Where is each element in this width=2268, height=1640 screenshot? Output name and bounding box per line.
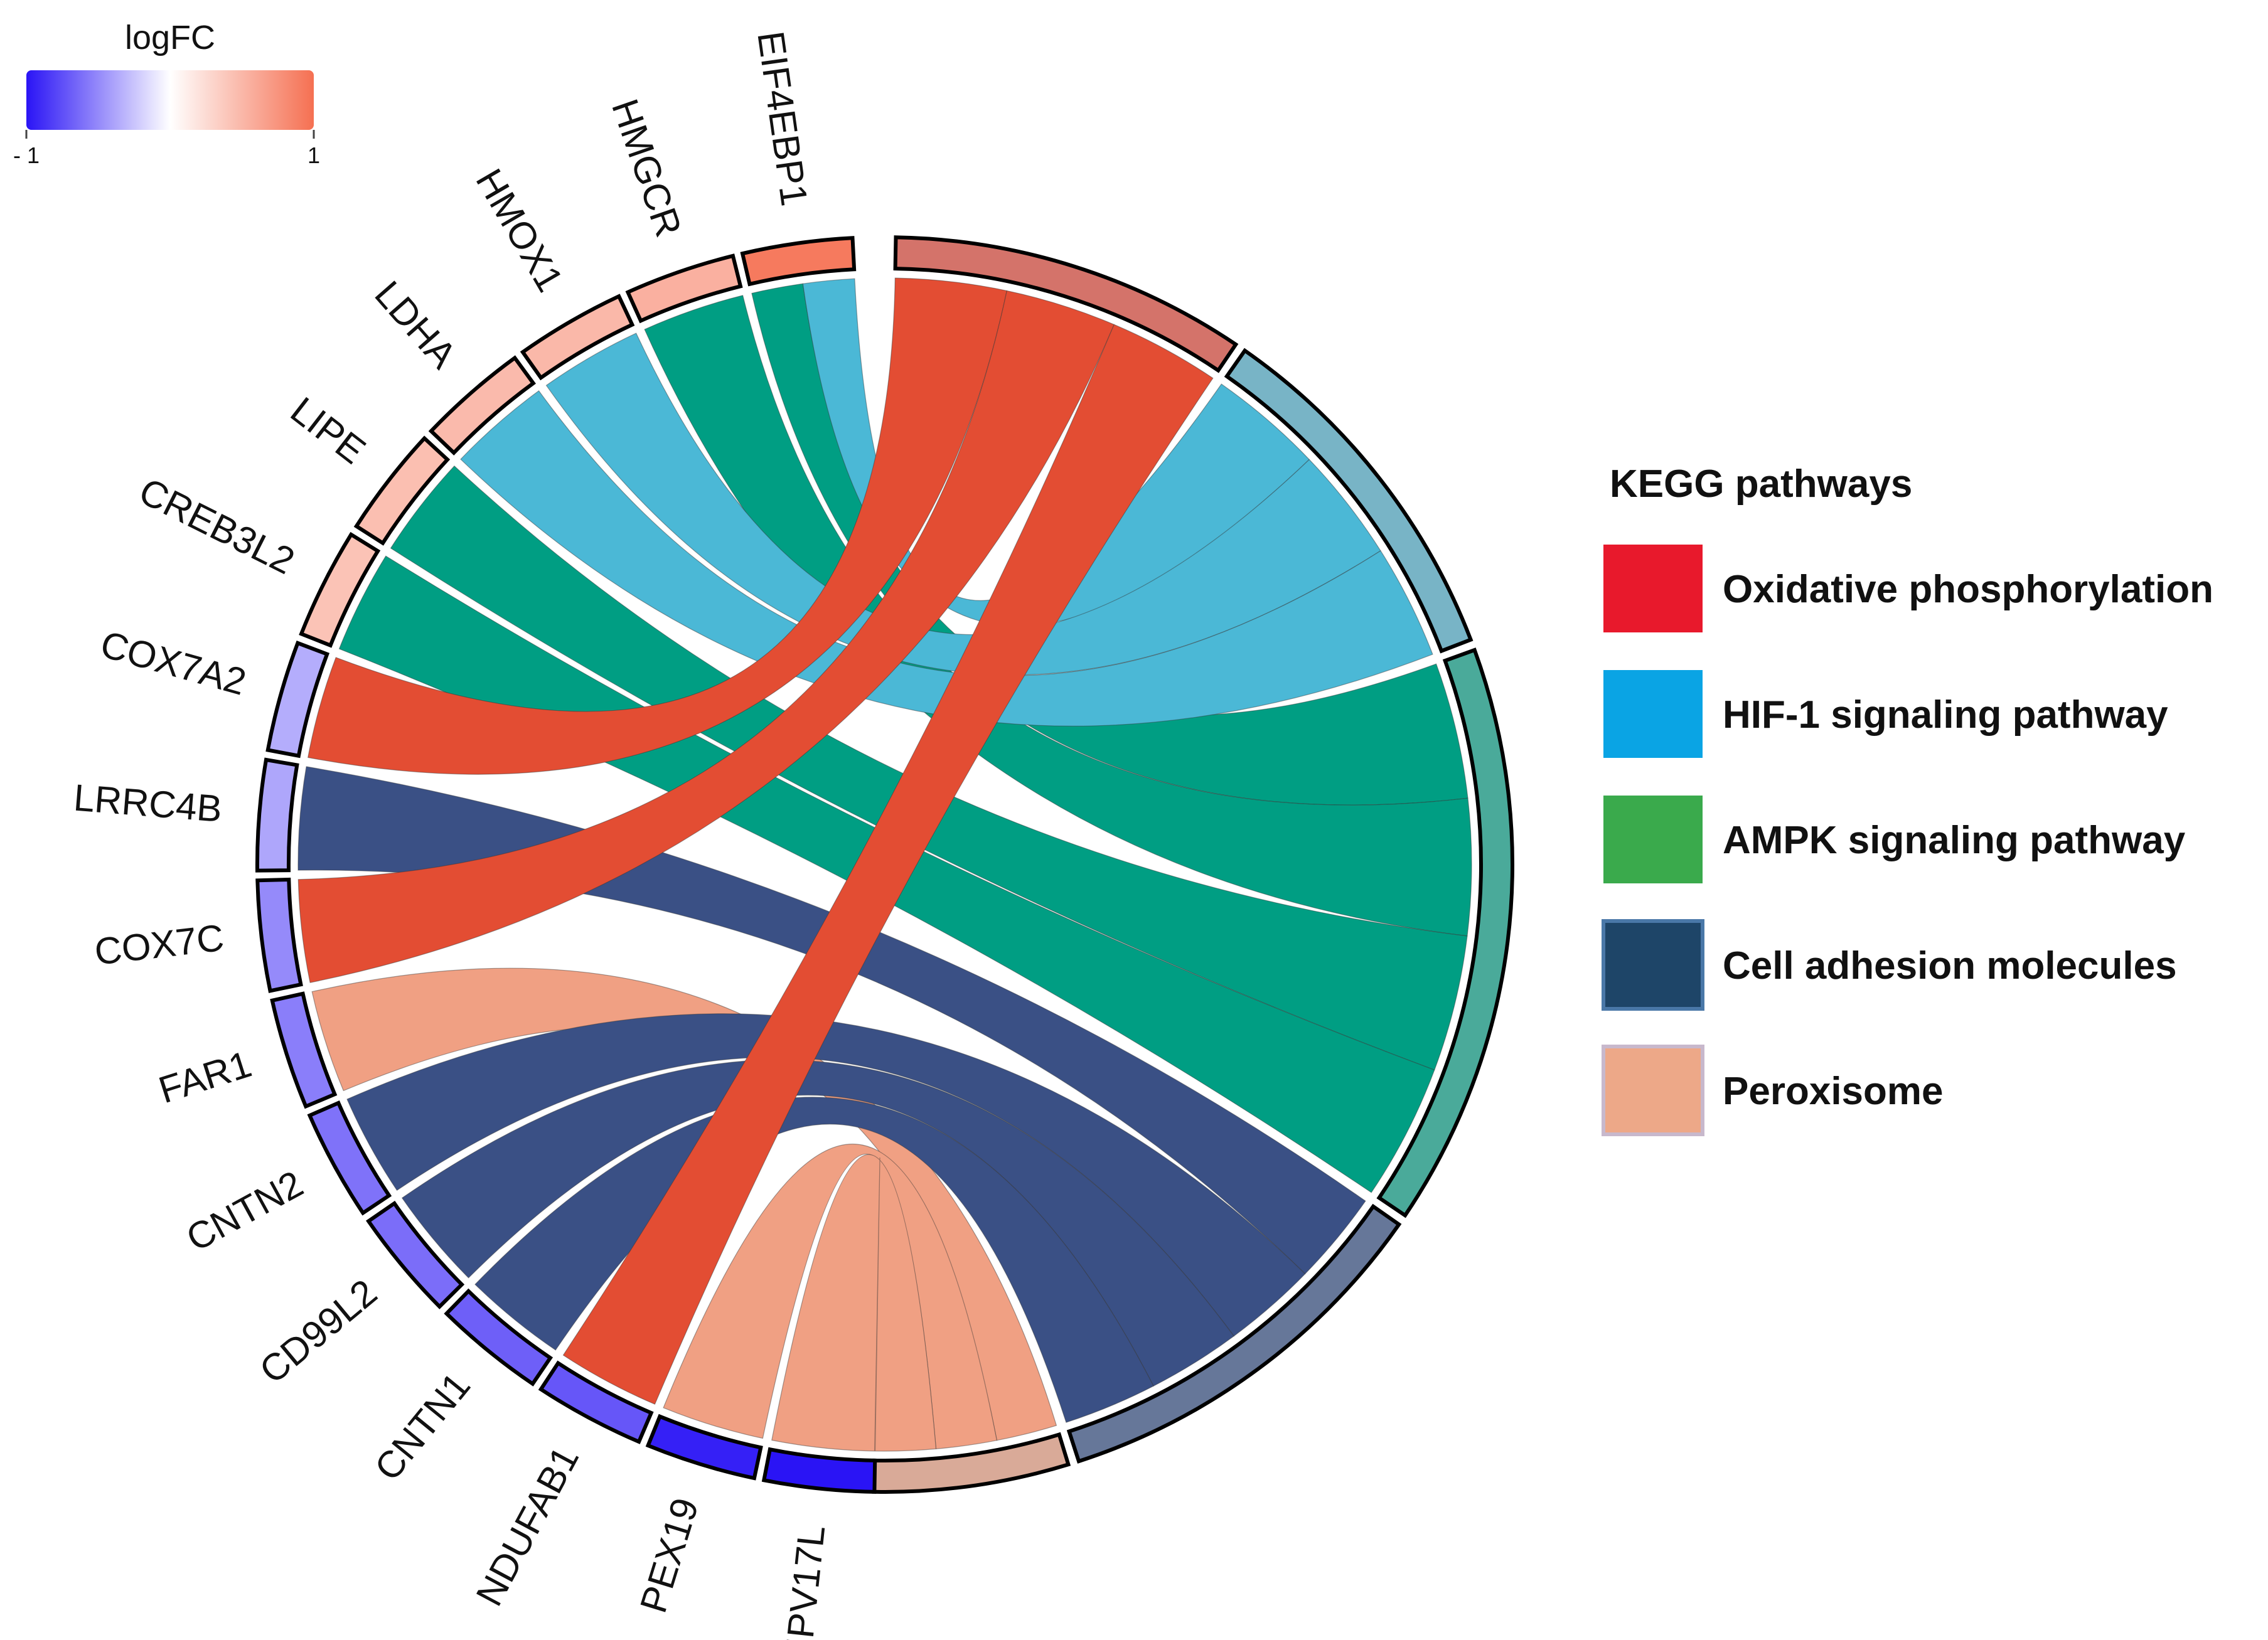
legend-label-cell-adhesion-molecules: Cell adhesion molecules: [1723, 944, 2177, 988]
chord-mpv17l-peroxisome: [771, 1154, 937, 1452]
gene-segment-cox7a2: [265, 641, 330, 759]
chord-ndufab1-oxidative-phosphorylation: [562, 324, 1214, 1405]
logfc-max-label: 1: [308, 142, 320, 168]
gene-label-hmgcr: HMGCR: [604, 94, 690, 242]
legend-label-ampk-signaling-pathway: AMPK signaling pathway: [1723, 819, 2186, 862]
gene-segment-cox7c: [255, 877, 303, 993]
gene-segment-cntn1: [444, 1288, 554, 1387]
gene-segment-lrrc4b: [255, 757, 299, 873]
gene-label-far1: FAR1: [154, 1043, 256, 1111]
gene-label-ldha: LDHA: [366, 273, 464, 376]
gene-label-cntn2: CNTN2: [179, 1163, 310, 1260]
sector-hif-1-signaling-pathway: [1224, 348, 1474, 654]
legend-swatch-cell-adhesion-molecules: [1602, 919, 1704, 1011]
gene-label-hmox1: HMOX1: [468, 162, 571, 299]
gene-label-cd99l2: CD99L2: [252, 1271, 385, 1392]
gene-label-eif4ebp1: EIF4EBP1: [749, 29, 815, 209]
gene-segment-ldha: [428, 355, 536, 455]
gene-segment-hmgcr: [625, 253, 743, 324]
sector-cell-adhesion-molecules: [1066, 1203, 1402, 1464]
gene-segment-hmox1: [520, 294, 635, 381]
gene-label-lipe: LIPE: [283, 389, 373, 472]
chord-cox7c-oxidative-phosphorylation: [297, 290, 1115, 983]
gene-label-mpv17l: MPV17L: [776, 1523, 833, 1640]
gene-label-cntn1: CNTN1: [366, 1365, 478, 1488]
logfc-color-scale: logFC - 1 1: [13, 19, 320, 168]
pathway-sectors: [872, 235, 1514, 1494]
gene-segment-cntn2: [307, 1100, 392, 1216]
legend-swatch-oxidative-phosphorylation: [1603, 545, 1703, 632]
gene-label-creb3l2: CREB3L2: [132, 470, 301, 583]
legend-swatch-peroxisome: [1602, 1045, 1704, 1136]
gene-label-cox7a2: COX7A2: [96, 623, 250, 703]
gene-label-pex19: PEX19: [632, 1493, 707, 1617]
logfc-gradient-bar: [26, 70, 314, 130]
chord-cntn1-cell-adhesion-molecules: [474, 1097, 1154, 1423]
chord-links: [297, 277, 1472, 1452]
logfc-min-label: - 1: [13, 142, 40, 168]
legend-label-oxidative-phosphorylation: Oxidative phosphorylation: [1723, 568, 2213, 611]
gene-segment-mpv17l: [761, 1447, 877, 1494]
chord-pex19-peroxisome: [663, 1144, 998, 1450]
legend-label-hif-1-signaling-pathway: HIF-1 signaling pathway: [1723, 693, 2168, 737]
gene-label-ndufab1: NDUFAB1: [468, 1440, 587, 1613]
chord-lrrc4b-cell-adhesion-molecules: [297, 766, 1366, 1275]
gene-segment-lipe: [353, 435, 451, 546]
gene-segment-creb3l2: [299, 531, 381, 648]
logfc-scale-title: logFC: [125, 19, 215, 56]
sector-ampk-signaling-pathway: [1376, 647, 1514, 1218]
legend-title: KEGG pathways: [1610, 462, 1912, 506]
legend-label-peroxisome: Peroxisome: [1723, 1070, 1944, 1113]
gene-segment-eif4ebp1: [740, 236, 857, 287]
gene-segment-ndufab1: [538, 1360, 654, 1444]
gene-segment-pex19: [645, 1414, 763, 1481]
legend-swatch-ampk-signaling-pathway: [1603, 796, 1703, 883]
legend-swatch-hif-1-signaling-pathway: [1603, 670, 1703, 758]
chord-lipe-ampk-signaling-pathway: [390, 465, 1468, 1071]
chord-cox7a2-oxidative-phosphorylation: [308, 277, 1008, 775]
sector-oxidative-phosphorylation: [893, 235, 1239, 373]
gene-label-cox7c: COX7C: [92, 917, 226, 973]
chord-hmox1-hif-1-signaling-pathway: [545, 333, 1381, 676]
gene-segment-far1: [270, 991, 338, 1109]
gene-label-lrrc4b: LRRC4B: [72, 777, 223, 830]
gene-segment-cd99l2: [366, 1200, 465, 1309]
kegg-legend: KEGG pathways Oxidative phosphorylation HI…: [1602, 462, 2213, 1136]
